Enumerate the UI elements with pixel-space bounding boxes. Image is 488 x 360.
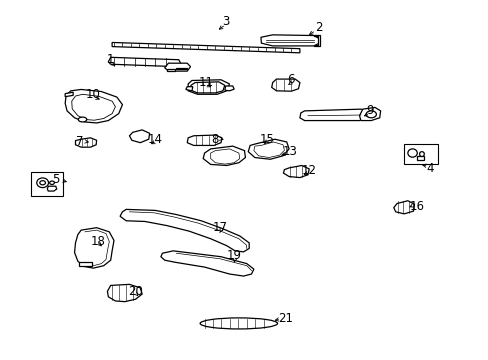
Polygon shape	[224, 86, 234, 91]
Text: 6: 6	[286, 73, 294, 86]
Text: 8: 8	[211, 133, 219, 146]
Polygon shape	[313, 35, 319, 46]
Ellipse shape	[366, 111, 376, 118]
Polygon shape	[176, 68, 187, 69]
Text: 7: 7	[75, 135, 83, 148]
Bar	[403, 144, 437, 165]
Polygon shape	[210, 149, 239, 164]
Polygon shape	[185, 87, 192, 91]
Polygon shape	[65, 89, 122, 123]
Polygon shape	[253, 142, 284, 158]
Text: 19: 19	[226, 249, 241, 262]
Polygon shape	[65, 92, 73, 97]
Polygon shape	[393, 201, 414, 214]
Ellipse shape	[407, 149, 416, 157]
Polygon shape	[359, 107, 380, 121]
Text: 15: 15	[259, 133, 274, 146]
Text: 4: 4	[426, 162, 433, 175]
Polygon shape	[72, 94, 115, 120]
Text: 3: 3	[222, 15, 229, 28]
Polygon shape	[129, 130, 149, 143]
Polygon shape	[161, 251, 253, 276]
Ellipse shape	[40, 181, 45, 185]
Polygon shape	[248, 139, 288, 159]
Text: 11: 11	[198, 76, 213, 89]
Text: 14: 14	[147, 133, 163, 146]
Text: 16: 16	[409, 201, 424, 213]
Ellipse shape	[200, 318, 277, 329]
Ellipse shape	[419, 152, 424, 157]
Text: 21: 21	[278, 312, 293, 325]
Text: 1: 1	[107, 53, 114, 66]
Polygon shape	[187, 135, 222, 145]
Polygon shape	[74, 228, 114, 268]
Text: 2: 2	[314, 22, 322, 35]
Polygon shape	[261, 35, 318, 46]
Polygon shape	[47, 186, 57, 191]
Polygon shape	[167, 69, 175, 71]
Polygon shape	[416, 156, 423, 160]
Text: 18: 18	[90, 235, 105, 248]
Text: 10: 10	[86, 88, 101, 101]
Ellipse shape	[37, 178, 48, 188]
Polygon shape	[164, 63, 190, 71]
Polygon shape	[75, 138, 97, 147]
Text: 9: 9	[366, 104, 373, 117]
Polygon shape	[107, 284, 142, 302]
Text: 13: 13	[283, 145, 297, 158]
Polygon shape	[108, 57, 181, 67]
Polygon shape	[120, 210, 249, 252]
Polygon shape	[203, 146, 245, 166]
Polygon shape	[79, 262, 92, 266]
Polygon shape	[190, 82, 224, 93]
Bar	[31, 172, 62, 195]
Text: 17: 17	[212, 221, 227, 234]
Text: 12: 12	[301, 164, 316, 177]
Text: 20: 20	[128, 285, 142, 298]
Ellipse shape	[50, 181, 54, 184]
Polygon shape	[188, 80, 229, 94]
Polygon shape	[299, 109, 368, 121]
Text: 5: 5	[52, 174, 60, 186]
Polygon shape	[283, 166, 308, 177]
Ellipse shape	[78, 117, 86, 122]
Polygon shape	[271, 79, 299, 91]
Polygon shape	[112, 42, 299, 53]
